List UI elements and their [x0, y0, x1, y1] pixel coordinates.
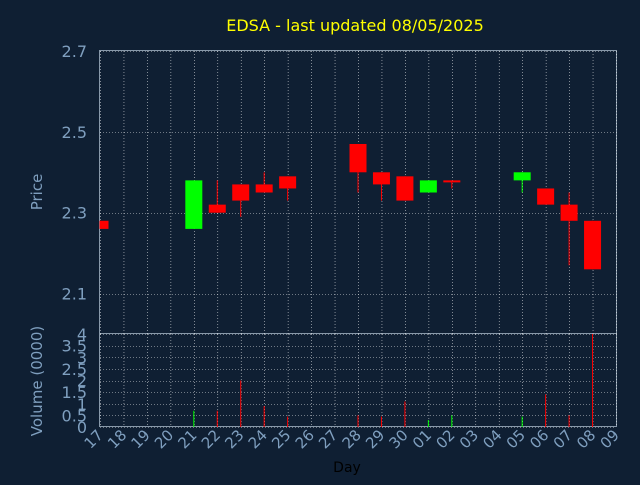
volume-tick-label: 1 — [77, 395, 87, 414]
volume-grid — [100, 334, 617, 428]
candle-body — [537, 188, 555, 205]
x-tick-label: 27 — [315, 426, 341, 452]
x-tick-label: 25 — [268, 426, 294, 452]
volume-panel-frame — [99, 333, 617, 427]
volume-tick-labels: 43.532.521.510.50 — [62, 325, 87, 437]
volume-tick-label: 2.5 — [62, 360, 87, 379]
price-tick-label: 2.1 — [62, 285, 87, 304]
x-tick-label: 26 — [292, 426, 318, 452]
x-tick-label: 09 — [597, 426, 623, 452]
volume-tick-label: 0.5 — [62, 406, 87, 425]
x-tick-label: 07 — [550, 426, 576, 452]
x-tick-label: 01 — [409, 426, 435, 452]
price-tick-label: 2.7 — [62, 42, 87, 61]
candle-body — [513, 172, 531, 181]
price-tick-labels: 2.7 2.5 2.3 2.1 — [62, 42, 87, 304]
x-tick-label: 06 — [526, 426, 552, 452]
volume-tick-label: 4 — [77, 325, 87, 344]
volume-tick-label: 0 — [77, 418, 87, 437]
price-tick-label: 2.3 — [62, 204, 87, 223]
x-tick-label: 04 — [479, 426, 505, 452]
candle-body — [560, 204, 578, 221]
x-tick-label: 18 — [104, 426, 130, 452]
candle-body — [255, 184, 273, 193]
x-tick-label: 20 — [151, 426, 177, 452]
x-tick-labels: 1718192021222324252627282930010203040506… — [81, 426, 623, 452]
x-tick-label: 29 — [362, 426, 388, 452]
volume-tick-label: 3.5 — [62, 337, 87, 356]
price-axis-label: Price — [28, 174, 46, 211]
volume-bars — [193, 334, 594, 427]
candle-body — [232, 184, 250, 201]
x-tick-label: 05 — [503, 426, 529, 452]
volume-tick-label: 2 — [77, 372, 87, 391]
volume-tick-label: 3 — [77, 348, 87, 367]
candle-body — [396, 176, 414, 201]
price-tick-label: 2.5 — [62, 123, 87, 142]
candle-body — [584, 220, 602, 270]
x-tick-label: 02 — [432, 426, 458, 452]
x-tick-label: 03 — [456, 426, 482, 452]
x-axis-label: Day — [333, 460, 361, 476]
candle-body — [279, 176, 297, 189]
candles — [99, 143, 602, 270]
x-tick-label: 28 — [339, 426, 365, 452]
x-tick-label: 08 — [573, 426, 599, 452]
candle-body — [100, 220, 109, 229]
volume-tick-label: 1.5 — [62, 383, 87, 402]
x-tick-label: 30 — [386, 426, 412, 452]
chart-title: EDSA - last updated 08/05/2025 — [226, 16, 484, 35]
x-tick-label: 21 — [174, 426, 200, 452]
x-tick-label: 23 — [221, 426, 247, 452]
candle-body — [372, 172, 390, 185]
candle-body — [185, 180, 203, 229]
x-tick-label: 19 — [128, 426, 154, 452]
candle-body — [419, 180, 437, 193]
x-tick-label: 22 — [198, 426, 224, 452]
candle-body — [349, 143, 367, 173]
candle-body — [208, 204, 226, 213]
x-tick-label: 24 — [245, 426, 271, 452]
volume-axis-label: Volume (0000) — [28, 326, 46, 436]
candle-body — [443, 180, 461, 183]
